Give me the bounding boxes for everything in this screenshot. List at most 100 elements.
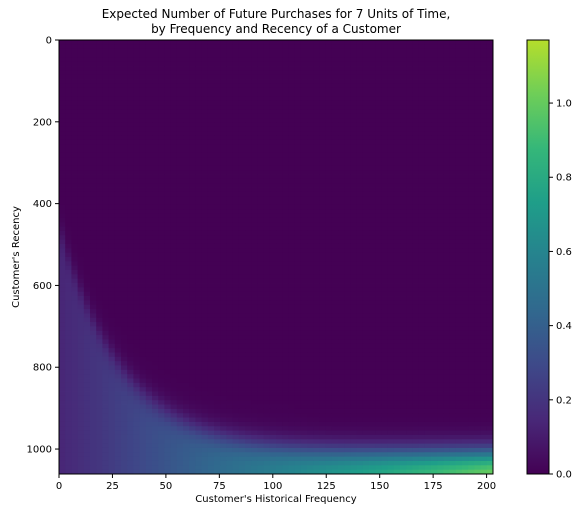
- heatmap-cell: [269, 248, 277, 254]
- heatmap-cell: [338, 170, 345, 175]
- heatmap-cell: [96, 309, 103, 314]
- heatmap-cell: [362, 339, 370, 345]
- heatmap-cell: [127, 122, 134, 128]
- heatmap-cell: [406, 291, 413, 297]
- heatmap-cell: [214, 74, 221, 80]
- heatmap-cell: [170, 213, 178, 219]
- heatmap-cell: [164, 187, 171, 193]
- heatmap-cell: [344, 304, 351, 310]
- heatmap-cell: [127, 83, 134, 89]
- heatmap-cell: [400, 113, 407, 119]
- heatmap-cell: [424, 326, 432, 332]
- heatmap-cell: [431, 304, 438, 310]
- heatmap-cell: [381, 257, 388, 262]
- heatmap-cell: [152, 239, 159, 245]
- heatmap-cell: [65, 209, 72, 214]
- heatmap-cell: [164, 70, 171, 76]
- heatmap-cell: [319, 222, 326, 228]
- heatmap-cell: [300, 235, 308, 241]
- heatmap-cell: [468, 317, 475, 323]
- heatmap-cell: [462, 53, 469, 58]
- heatmap-cell: [207, 200, 215, 206]
- heatmap-cell: [170, 161, 178, 167]
- heatmap-cell: [462, 135, 469, 141]
- heatmap-cell: [486, 222, 494, 228]
- heatmap-cell: [369, 44, 376, 50]
- heatmap-cell: [381, 79, 388, 84]
- heatmap-cell: [232, 109, 240, 115]
- heatmap-cell: [443, 105, 450, 110]
- heatmap-cell: [96, 113, 103, 119]
- heatmap-cell: [77, 248, 85, 254]
- heatmap-cell: [431, 144, 438, 149]
- heatmap-cell: [114, 174, 122, 180]
- heatmap-cell: [96, 178, 103, 184]
- heatmap-cell: [387, 109, 395, 115]
- heatmap-cell: [331, 83, 339, 89]
- heatmap-cell: [381, 165, 388, 171]
- heatmap-cell: [424, 217, 432, 223]
- heatmap-cell: [474, 191, 481, 197]
- heatmap-cell: [406, 113, 413, 119]
- heatmap-cell: [59, 348, 66, 353]
- heatmap-cell: [307, 139, 314, 145]
- heatmap-cell: [201, 322, 209, 327]
- heatmap-cell: [300, 217, 308, 223]
- heatmap-cell: [486, 152, 494, 158]
- heatmap-cell: [418, 83, 426, 89]
- heatmap-cell: [443, 44, 450, 50]
- heatmap-cell: [121, 230, 128, 236]
- heatmap-cell: [462, 118, 469, 123]
- heatmap-cell: [139, 326, 147, 332]
- heatmap-cell: [65, 178, 72, 184]
- heatmap-cell: [319, 283, 326, 288]
- heatmap-cell: [338, 235, 345, 241]
- heatmap-cell: [356, 96, 364, 102]
- heatmap-cell: [65, 100, 72, 106]
- heatmap-cell: [350, 74, 357, 80]
- heatmap-cell: [201, 118, 209, 123]
- heatmap-cell: [338, 105, 345, 110]
- heatmap-cell: [220, 270, 227, 275]
- heatmap-cell: [338, 252, 345, 258]
- heatmap-cell: [83, 278, 91, 284]
- heatmap-cell: [319, 313, 326, 319]
- heatmap-cell: [83, 152, 91, 158]
- heatmap-cell: [331, 144, 339, 149]
- heatmap-cell: [313, 322, 320, 327]
- heatmap-cell: [127, 174, 134, 180]
- heatmap-cell: [133, 44, 140, 50]
- heatmap-cell: [381, 74, 388, 80]
- heatmap-cell: [387, 157, 395, 162]
- heatmap-cell: [393, 48, 401, 54]
- heatmap-cell: [201, 44, 209, 50]
- heatmap-cell: [214, 144, 221, 149]
- heatmap-cell: [400, 44, 407, 50]
- heatmap-cell: [102, 66, 109, 71]
- heatmap-cell: [269, 87, 277, 93]
- heatmap-cell: [406, 257, 413, 262]
- heatmap-cell: [71, 209, 78, 214]
- heatmap-cell: [170, 287, 178, 293]
- heatmap-cell: [369, 257, 376, 262]
- heatmap-cell: [96, 109, 103, 115]
- heatmap-cell: [102, 44, 109, 50]
- heatmap-cell: [220, 222, 227, 228]
- heatmap-cell: [71, 48, 78, 54]
- heatmap-cell: [90, 174, 97, 180]
- heatmap-cell: [288, 196, 295, 201]
- heatmap-cell: [443, 326, 450, 332]
- heatmap-cell: [245, 278, 252, 284]
- heatmap-cell: [325, 74, 333, 80]
- heatmap-cell: [437, 283, 444, 288]
- heatmap-cell: [201, 74, 209, 80]
- heatmap-cell: [387, 152, 395, 158]
- heatmap-cell: [121, 243, 128, 249]
- heatmap-cell: [220, 257, 227, 262]
- heatmap-cell: [462, 61, 469, 67]
- heatmap-cell: [59, 252, 66, 258]
- heatmap-cell: [189, 309, 196, 314]
- heatmap-cell: [369, 287, 376, 293]
- heatmap-cell: [418, 148, 426, 154]
- heatmap-cell: [344, 74, 351, 80]
